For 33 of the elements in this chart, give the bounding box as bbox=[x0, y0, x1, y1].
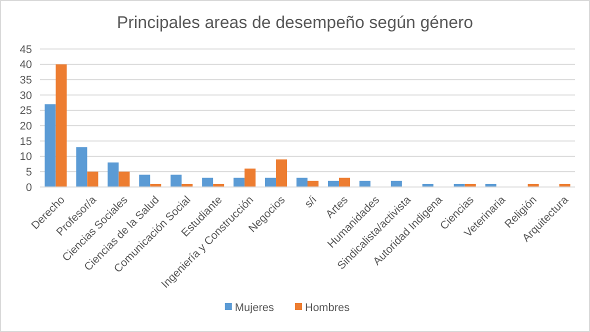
bar bbox=[390, 180, 402, 187]
bar bbox=[234, 178, 245, 187]
bar bbox=[139, 174, 150, 187]
legend-label: Mujeres bbox=[234, 302, 275, 314]
y-tick-label: 15 bbox=[20, 136, 32, 148]
bar bbox=[338, 178, 350, 187]
bar bbox=[118, 172, 130, 187]
bar bbox=[276, 159, 288, 187]
bar bbox=[244, 168, 256, 187]
bar bbox=[265, 178, 276, 187]
y-tick-label: 0 bbox=[26, 182, 32, 194]
y-tick-label: 35 bbox=[20, 74, 32, 87]
legend-label: Hombres bbox=[305, 302, 350, 314]
y-tick-label: 30 bbox=[20, 90, 32, 102]
y-tick-label: 10 bbox=[20, 151, 32, 164]
y-tick-label: 5 bbox=[26, 166, 32, 179]
bar bbox=[76, 147, 88, 187]
bar bbox=[56, 64, 67, 187]
bar bbox=[108, 162, 119, 187]
y-tick-label: 25 bbox=[20, 105, 32, 118]
bar bbox=[44, 104, 56, 187]
bar bbox=[87, 172, 98, 187]
bar bbox=[202, 178, 214, 187]
y-tick-label: 20 bbox=[20, 120, 32, 133]
y-tick-label: 45 bbox=[20, 44, 32, 56]
y-tick-label: 40 bbox=[20, 59, 32, 72]
bar bbox=[296, 178, 308, 187]
bar bbox=[359, 180, 370, 187]
bar bbox=[308, 180, 319, 187]
bar bbox=[328, 180, 339, 187]
bar bbox=[170, 174, 182, 187]
x-tick-label: s/i bbox=[302, 194, 320, 210]
chart-title: Principales areas de desempeño según género bbox=[116, 13, 474, 32]
